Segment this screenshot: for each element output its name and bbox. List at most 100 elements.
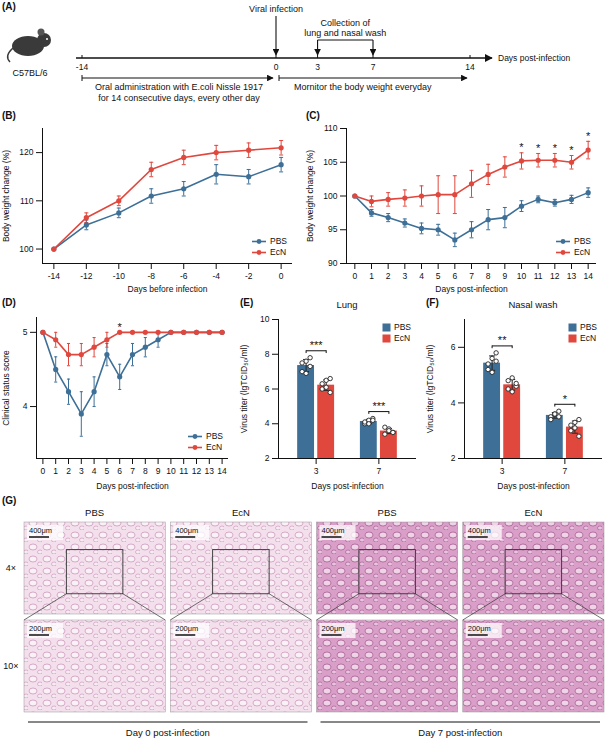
svg-text:3: 3 [402, 271, 407, 281]
svg-text:0: 0 [274, 62, 279, 72]
svg-text:400μm: 400μm [468, 526, 491, 535]
svg-text:4: 4 [23, 401, 28, 411]
svg-text:PBS: PBS [378, 507, 397, 518]
svg-text:12: 12 [192, 466, 202, 476]
svg-text:9: 9 [502, 271, 507, 281]
svg-text:105: 105 [323, 157, 337, 167]
svg-text:3: 3 [314, 466, 319, 476]
svg-text:10: 10 [517, 271, 527, 281]
svg-text:2: 2 [66, 466, 71, 476]
svg-text:***: *** [372, 400, 386, 412]
svg-text:110: 110 [324, 123, 338, 133]
svg-text:4: 4 [451, 398, 456, 408]
svg-text:120: 120 [19, 147, 33, 157]
svg-text:7: 7 [469, 271, 474, 281]
svg-text:PBS: PBS [85, 507, 104, 518]
svg-text:12: 12 [550, 271, 560, 281]
svg-text:Day 7 post-infection: Day 7 post-infection [418, 727, 502, 738]
svg-text:-12: -12 [80, 271, 93, 281]
svg-text:Days post-infection: Days post-infection [498, 53, 571, 63]
svg-text:Days post-infection: Days post-infection [497, 481, 570, 491]
svg-text:9: 9 [156, 466, 161, 476]
svg-text:Virus titer (lgTCID₅₀/ml): Virus titer (lgTCID₅₀/ml) [425, 345, 435, 434]
svg-text:6: 6 [265, 384, 270, 394]
svg-text:-6: -6 [180, 271, 188, 281]
svg-text:Days before infection: Days before infection [128, 284, 208, 294]
svg-text:7: 7 [376, 466, 381, 476]
svg-text:110: 110 [20, 196, 34, 206]
svg-text:13: 13 [567, 271, 577, 281]
svg-text:lung and nasal wash: lung and nasal wash [304, 28, 386, 38]
svg-text:1: 1 [53, 466, 58, 476]
svg-text:11: 11 [534, 271, 543, 281]
svg-text:5: 5 [436, 271, 441, 281]
svg-text:1: 1 [369, 271, 374, 281]
svg-text:4: 4 [265, 418, 270, 428]
svg-text:200μm: 200μm [468, 624, 491, 633]
svg-text:3: 3 [315, 62, 320, 72]
svg-text:8: 8 [143, 466, 148, 476]
svg-text:*: * [519, 141, 524, 153]
svg-text:-8: -8 [147, 271, 155, 281]
svg-text:Viral infection: Viral infection [249, 4, 303, 14]
svg-text:Days post-infection: Days post-infection [311, 481, 384, 491]
svg-text:7: 7 [371, 62, 376, 72]
svg-text:Clinical status score: Clinical status score [1, 350, 11, 426]
svg-text:100: 100 [323, 191, 337, 201]
svg-text:*: * [563, 393, 568, 405]
svg-text:200μm: 200μm [322, 624, 345, 633]
svg-text:13: 13 [205, 466, 215, 476]
svg-text:14: 14 [465, 62, 475, 72]
svg-text:5: 5 [105, 466, 110, 476]
svg-text:200μm: 200μm [29, 624, 52, 633]
svg-text:***: *** [310, 339, 324, 351]
svg-text:7: 7 [562, 466, 567, 476]
svg-text:5: 5 [23, 327, 28, 337]
svg-text:8: 8 [265, 349, 270, 359]
svg-text:*: * [536, 142, 541, 154]
svg-text:*: * [118, 321, 123, 333]
svg-text:14: 14 [217, 466, 227, 476]
svg-text:-14: -14 [76, 62, 89, 72]
svg-text:10×: 10× [3, 661, 18, 671]
svg-text:C57BL/6: C57BL/6 [12, 68, 47, 78]
svg-text:*: * [569, 144, 574, 156]
svg-text:4: 4 [419, 271, 424, 281]
svg-text:0: 0 [279, 271, 284, 281]
svg-text:95: 95 [328, 224, 338, 234]
svg-text:(A): (A) [2, 1, 16, 12]
svg-text:14: 14 [583, 271, 593, 281]
svg-text:Virus titer (lgTCID₅₀/ml): Virus titer (lgTCID₅₀/ml) [239, 345, 249, 434]
svg-text:6: 6 [117, 466, 122, 476]
svg-text:EcN: EcN [232, 507, 250, 518]
svg-text:11: 11 [179, 466, 188, 476]
svg-text:4: 4 [92, 466, 97, 476]
svg-text:2: 2 [265, 453, 270, 463]
svg-text:400μm: 400μm [29, 526, 52, 535]
svg-text:-4: -4 [212, 271, 220, 281]
svg-text:3: 3 [79, 466, 84, 476]
svg-text:Body weight change (%): Body weight change (%) [305, 150, 315, 242]
svg-text:Oral administration with E.col: Oral administration with E.coli Nissle 1… [95, 82, 263, 92]
svg-text:(G): (G) [2, 495, 16, 506]
svg-text:Day 0 post-infection: Day 0 post-infection [126, 727, 210, 738]
svg-text:400μm: 400μm [322, 526, 345, 535]
svg-text:Days post-infection: Days post-infection [435, 284, 508, 294]
svg-text:10: 10 [166, 466, 176, 476]
svg-text:EcN: EcN [524, 507, 542, 518]
svg-text:-10: -10 [113, 271, 126, 281]
svg-text:6: 6 [452, 271, 457, 281]
svg-text:Days post-infection: Days post-infection [96, 481, 169, 491]
svg-text:Collection of: Collection of [321, 18, 371, 28]
svg-text:4×: 4× [6, 563, 16, 573]
svg-text:3: 3 [500, 466, 505, 476]
svg-text:Mornitor the body weight every: Mornitor the body weight everyday [294, 82, 432, 92]
svg-text:0: 0 [41, 466, 46, 476]
svg-text:2: 2 [451, 453, 456, 463]
svg-text:200μm: 200μm [175, 624, 198, 633]
svg-text:for 14 consecutive days, every: for 14 consecutive days, every other day [98, 93, 260, 103]
svg-text:-2: -2 [245, 271, 253, 281]
svg-text:90: 90 [328, 258, 338, 268]
svg-text:10: 10 [260, 314, 270, 324]
svg-text:2: 2 [386, 271, 391, 281]
